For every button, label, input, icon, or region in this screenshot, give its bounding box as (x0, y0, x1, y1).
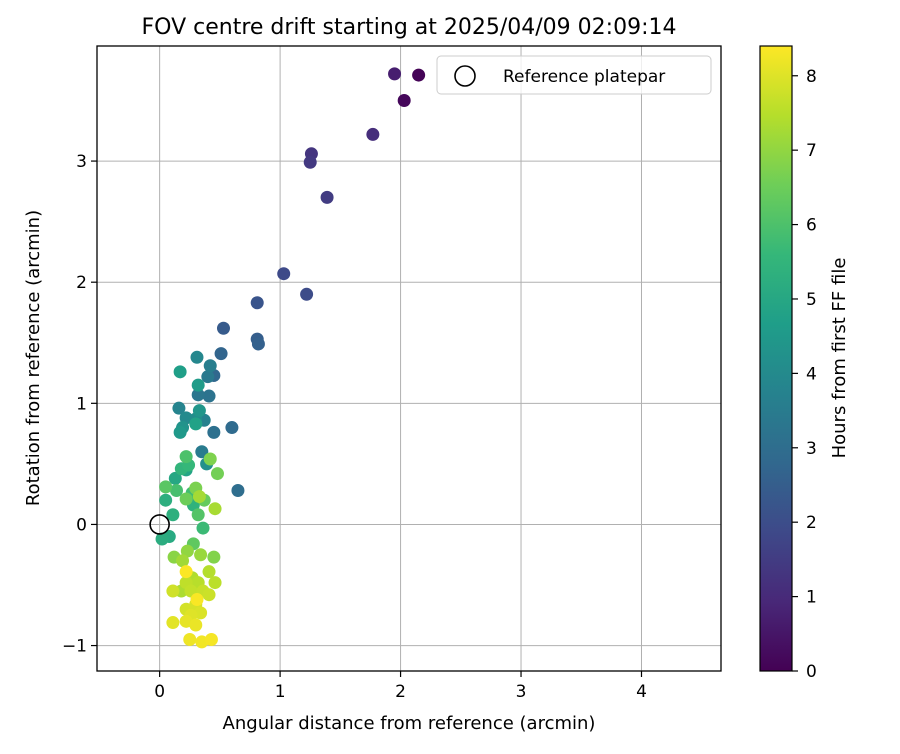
y-tick-label: −1 (62, 637, 87, 657)
legend: Reference platepar (436, 55, 712, 95)
chart-title: FOV centre drift starting at 2025/04/09 … (142, 15, 677, 40)
data-point (300, 287, 314, 301)
colorbar-ticks: 0 1 2 3 4 5 6 7 8 (792, 67, 817, 682)
data-point (159, 480, 173, 494)
data-point (208, 576, 222, 590)
data-point (204, 633, 218, 647)
data-point (202, 565, 216, 579)
colorbar-tick-label: 4 (806, 364, 817, 384)
legend-box (436, 55, 712, 95)
legend-label: Reference platepar (503, 67, 665, 87)
data-point (320, 190, 334, 204)
x-tick-label: 3 (516, 682, 527, 702)
reference-platepar-marker (149, 514, 170, 535)
data-point (231, 484, 245, 498)
data-point (202, 389, 216, 403)
colorbar-tick-label: 8 (806, 67, 817, 87)
data-point (208, 502, 222, 516)
data-point (192, 404, 206, 418)
data-point (196, 521, 210, 535)
data-point (191, 508, 205, 522)
data-point (155, 532, 169, 546)
y-tick-label: 1 (76, 394, 87, 414)
y-tick-label: 0 (76, 515, 87, 535)
data-point (277, 267, 291, 281)
data-point (366, 127, 380, 141)
legend-marker-icon (454, 65, 476, 87)
reference-marker (149, 514, 170, 535)
data-point (250, 296, 264, 310)
data-point (202, 588, 216, 602)
data-point (388, 67, 402, 81)
data-point (207, 425, 221, 439)
x-tick-label: 1 (275, 682, 286, 702)
data-point (203, 359, 217, 373)
data-point (166, 616, 180, 630)
data-point (170, 484, 184, 498)
x-axis-label: Angular distance from reference (arcmin) (223, 713, 596, 734)
data-point (179, 565, 193, 579)
data-point (201, 370, 215, 384)
data-point (166, 584, 180, 598)
colorbar-tick-label: 1 (806, 588, 817, 608)
x-tick-label: 0 (154, 682, 165, 702)
data-point (216, 321, 230, 335)
data-point (179, 492, 193, 506)
data-point (214, 347, 228, 361)
data-point (172, 401, 186, 415)
data-points (155, 67, 426, 649)
data-point (195, 445, 209, 459)
x-tick-label: 2 (395, 682, 406, 702)
data-point (225, 421, 239, 435)
data-point (412, 68, 426, 82)
data-point (189, 417, 203, 431)
data-point (191, 388, 205, 402)
data-point (166, 508, 180, 522)
data-point (173, 365, 187, 379)
plot-frame (96, 45, 722, 672)
data-point (192, 490, 206, 504)
data-point (190, 350, 204, 364)
data-point (190, 593, 204, 607)
colorbar-tick-label: 3 (806, 439, 817, 459)
data-point (183, 633, 197, 647)
colorbar-tick-label: 2 (806, 513, 817, 533)
data-point (180, 544, 194, 558)
colorbar-label: Hours from first FF file (829, 258, 850, 459)
data-point (191, 378, 205, 392)
data-point (176, 554, 190, 568)
colorbar (759, 45, 793, 672)
data-point (194, 548, 208, 562)
colorbar-tick-label: 5 (806, 290, 817, 310)
data-point (251, 337, 265, 351)
y-axis-label: Rotation from reference (arcmin) (23, 210, 44, 506)
data-point (179, 450, 193, 464)
data-point (397, 94, 411, 108)
data-point (159, 493, 173, 507)
colorbar-tick-label: 7 (806, 141, 817, 161)
data-point (189, 618, 203, 632)
data-point (203, 452, 217, 466)
data-point (303, 155, 317, 169)
colorbar-tick-label: 6 (806, 216, 817, 236)
y-tick-label: 3 (76, 152, 87, 172)
colorbar-tick-label: 0 (806, 662, 817, 682)
data-point (173, 425, 187, 439)
data-point (210, 467, 224, 481)
data-point (207, 550, 221, 564)
x-axis-ticks: 0 1 2 3 4 (154, 671, 647, 702)
x-tick-label: 4 (636, 682, 647, 702)
data-point (168, 471, 182, 485)
y-tick-label: 2 (76, 273, 87, 293)
y-axis-ticks: −1 0 1 2 3 (62, 152, 97, 657)
